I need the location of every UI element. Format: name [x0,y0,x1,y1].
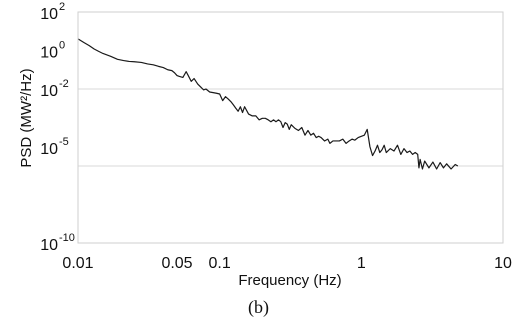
x-tick-label: 0.01 [62,255,93,272]
y-tick-exponent: -5 [59,136,69,148]
y-tick-label: 10 [40,237,58,254]
y-tick-exponent: 0 [59,40,65,52]
x-axis-label: Frequency (Hz) [238,272,341,289]
y-tick-label: 10 [40,45,58,62]
y-tick-exponent: -2 [59,78,69,90]
y-axis-label: PSD (MW²/Hz) [18,68,35,167]
x-tick-label: 0.05 [161,255,192,272]
x-tick-label: 10 [494,255,512,272]
x-tick-label: 0.1 [209,255,231,272]
y-tick-label: 10 [40,141,58,158]
psd-series-line [77,38,459,170]
figure-caption: (b) [248,297,269,317]
plot-frame [77,11,504,244]
y-tick-label: 10 [40,83,58,100]
y-tick-label: 10 [40,6,58,23]
y-tick-exponent: 2 [59,1,65,13]
x-tick-label: 1 [357,255,366,272]
y-tick-exponent: -10 [59,232,75,244]
